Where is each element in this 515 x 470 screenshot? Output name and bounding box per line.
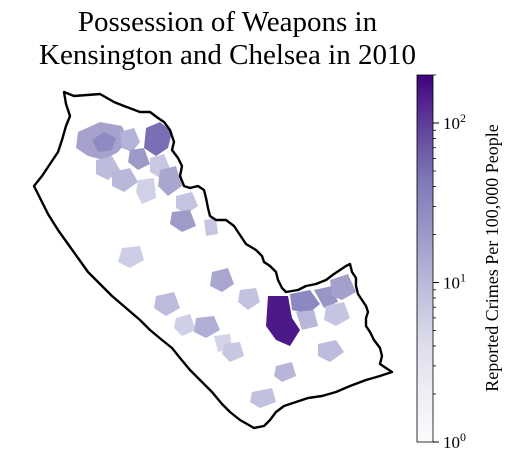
region bbox=[274, 362, 296, 382]
region bbox=[174, 314, 196, 336]
region bbox=[158, 166, 182, 196]
map-regions bbox=[76, 122, 356, 408]
region bbox=[144, 122, 172, 156]
region bbox=[136, 178, 156, 204]
region bbox=[176, 192, 198, 214]
region bbox=[112, 168, 138, 192]
region bbox=[210, 268, 234, 292]
colorbar-label: Reported Crimes Per 100,000 People bbox=[482, 124, 502, 391]
region bbox=[222, 342, 244, 362]
colorbar-tick-label: 101 bbox=[443, 271, 466, 293]
region bbox=[290, 290, 320, 314]
region bbox=[170, 210, 196, 232]
region bbox=[238, 288, 260, 310]
map-title: Possession of Weapons in Kensington and … bbox=[0, 6, 455, 72]
region bbox=[318, 340, 344, 362]
region bbox=[324, 302, 350, 326]
colorbar-gradient bbox=[416, 74, 434, 443]
colorbar: 100 101 102 Reported Crimes Per 100,000 Pe… bbox=[416, 74, 502, 452]
colorbar-tick-label: 100 bbox=[443, 430, 466, 452]
region bbox=[266, 296, 300, 346]
region bbox=[128, 148, 150, 170]
region bbox=[154, 292, 180, 316]
colorbar-tick-label: 102 bbox=[443, 111, 466, 133]
region bbox=[330, 274, 356, 300]
region bbox=[118, 246, 144, 268]
colorbar-ticks: 100 101 102 bbox=[433, 74, 466, 452]
title-line-2: Kensington and Chelsea in 2010 bbox=[39, 39, 416, 71]
region bbox=[250, 388, 276, 408]
region bbox=[296, 310, 318, 330]
region bbox=[120, 128, 140, 152]
title-line-1: Possession of Weapons in bbox=[77, 6, 378, 38]
region bbox=[194, 316, 220, 338]
borough-boundary bbox=[32, 90, 394, 430]
region bbox=[92, 132, 116, 152]
region bbox=[204, 218, 218, 236]
